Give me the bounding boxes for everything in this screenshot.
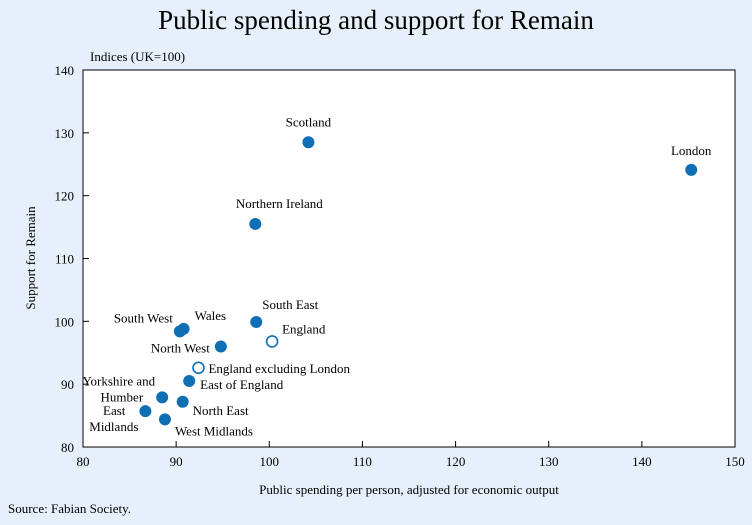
data-label: South West [114,310,173,325]
data-points [139,136,698,426]
data-label: England excluding London [208,361,350,376]
x-tick-label: 80 [77,454,90,469]
y-tick-label: 130 [55,126,75,141]
data-point [192,361,205,375]
data-label: North West [151,340,210,355]
y-tick-label: 110 [55,252,74,267]
data-point [250,315,263,328]
data-label: England [282,321,326,336]
data-label: Northern Ireland [236,196,323,211]
data-label: West Midlands [175,423,253,438]
x-tick-label: 110 [353,454,372,469]
data-label: Scotland [286,114,332,129]
data-point [139,405,152,418]
data-point [156,391,169,404]
y-tick-label: 140 [55,63,75,78]
data-label: South East [262,297,318,312]
x-tick-label: 150 [725,454,745,469]
data-label: Midlands [89,419,138,434]
data-labels: London Scotland Northern Ireland South East… [82,114,711,438]
source-note: Source: Fabian Society. [8,501,131,516]
y-axis: 80 90 100 110 120 130 140 [55,63,89,455]
x-tick-label: 90 [170,454,183,469]
chart-title: Public spending and support for Remain [158,5,594,35]
x-tick-label: 130 [539,454,559,469]
data-point [265,335,279,348]
y-tick-label: 100 [55,314,75,329]
data-point [183,375,196,388]
data-point [214,340,227,353]
data-point [249,217,262,230]
data-point [685,163,698,176]
data-label: Wales [195,308,226,323]
plot-area [82,69,736,448]
x-axis: 80 90 100 110 120 130 140 150 [77,441,745,469]
data-label: London [671,143,712,158]
x-tick-label: 140 [632,454,652,469]
units-note: Indices (UK=100) [90,49,185,64]
data-label: Humber [101,389,144,404]
x-tick-label: 100 [260,454,280,469]
x-axis-label: Public spending per person, adjusted for… [259,482,559,497]
data-point [173,325,186,338]
data-point [176,395,189,408]
y-tick-label: 80 [61,440,74,455]
data-label: Yorkshire and [82,373,155,388]
x-tick-label: 120 [446,454,466,469]
y-axis-label: Support for Remain [23,206,38,310]
data-point [302,136,315,149]
data-label: East of England [200,377,284,392]
y-tick-label: 120 [55,189,75,204]
data-label: North East [193,403,249,418]
data-point [158,413,171,426]
y-tick-label: 90 [61,377,74,392]
data-label: East [103,403,126,418]
